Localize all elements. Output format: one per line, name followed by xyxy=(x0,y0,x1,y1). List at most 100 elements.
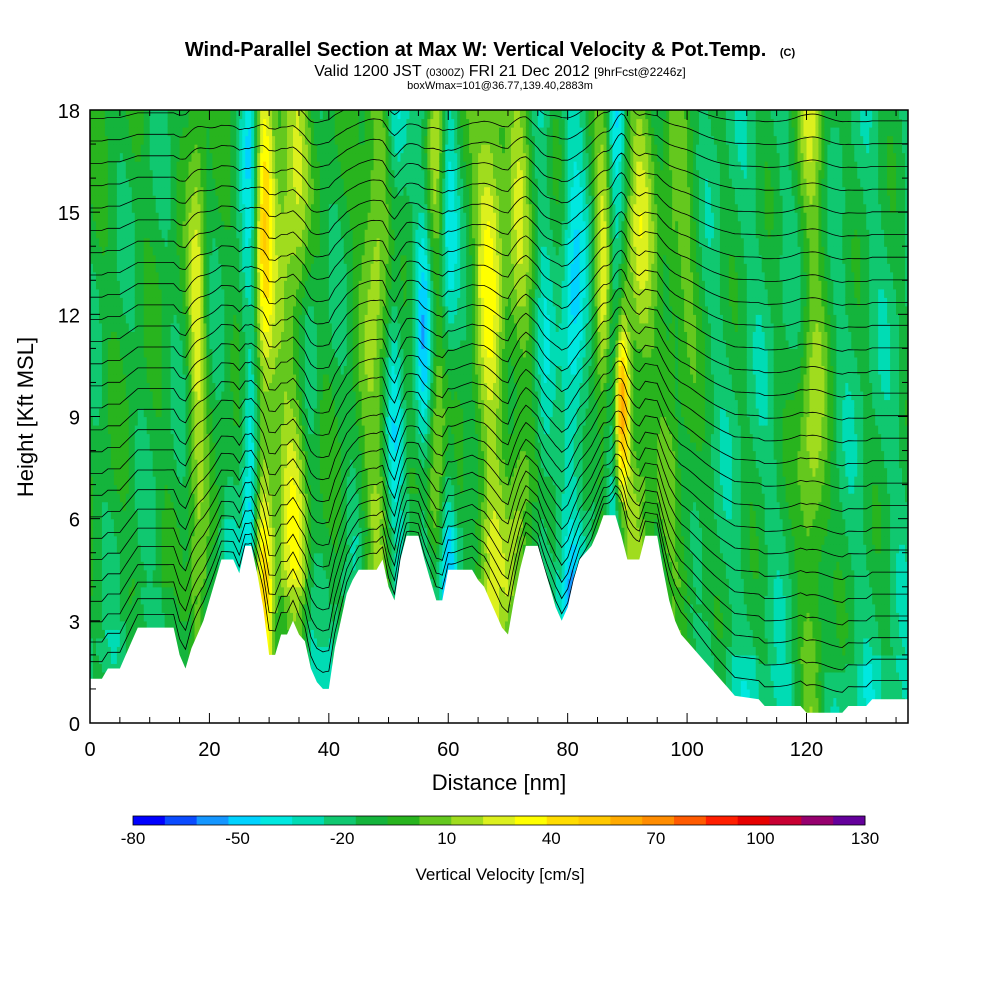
velocity-cell xyxy=(101,365,106,375)
velocity-cell xyxy=(215,527,219,537)
velocity-cell xyxy=(173,382,178,392)
velocity-cell xyxy=(236,390,240,401)
velocity-cell xyxy=(176,220,181,230)
velocity-cell xyxy=(206,280,211,290)
velocity-cell xyxy=(110,493,115,503)
velocity-cell xyxy=(173,595,178,605)
velocity-cell xyxy=(281,518,285,528)
velocity-cell xyxy=(104,263,109,273)
velocity-cell xyxy=(287,305,291,315)
velocity-cell xyxy=(155,305,160,315)
velocity-cell xyxy=(137,459,142,469)
velocity-cell xyxy=(167,127,172,137)
velocity-cell xyxy=(170,135,175,145)
velocity-cell xyxy=(95,297,100,307)
velocity-cell xyxy=(266,254,270,264)
velocity-cell xyxy=(191,629,196,639)
velocity-cell xyxy=(128,271,133,281)
velocity-cell xyxy=(176,195,181,205)
velocity-cell xyxy=(116,620,121,630)
velocity-cell xyxy=(206,169,211,179)
velocity-cell xyxy=(275,373,279,384)
velocity-cell xyxy=(107,620,112,630)
velocity-cell xyxy=(278,416,282,426)
velocity-cell xyxy=(164,110,169,120)
velocity-cell xyxy=(143,612,148,622)
velocity-cell xyxy=(101,331,106,341)
velocity-cell xyxy=(128,373,133,384)
velocity-cell xyxy=(275,450,279,460)
velocity-cell xyxy=(227,518,231,528)
velocity-cell xyxy=(194,552,199,562)
velocity-cell xyxy=(110,297,115,307)
velocity-cell xyxy=(272,612,276,622)
velocity-cell xyxy=(215,476,219,486)
velocity-cell xyxy=(269,544,273,554)
velocity-cell xyxy=(164,416,169,426)
velocity-cell xyxy=(212,110,216,120)
velocity-cell xyxy=(116,220,121,230)
velocity-cell xyxy=(110,339,115,349)
velocity-cell xyxy=(170,195,175,205)
velocity-cell xyxy=(90,586,94,596)
velocity-cell xyxy=(90,518,94,528)
velocity-cell xyxy=(113,518,118,528)
velocity-cell xyxy=(90,484,94,494)
velocity-cell xyxy=(260,305,264,315)
velocity-cell xyxy=(107,237,112,247)
velocity-cell xyxy=(113,161,118,171)
velocity-cell xyxy=(143,152,148,162)
velocity-cell xyxy=(119,161,124,171)
velocity-cell xyxy=(287,237,291,247)
velocity-cell xyxy=(236,450,240,460)
velocity-cell xyxy=(260,246,264,256)
velocity-cell xyxy=(287,484,291,494)
velocity-cell xyxy=(266,212,270,222)
velocity-cell xyxy=(245,110,249,120)
velocity-cell xyxy=(137,220,142,230)
velocity-cell xyxy=(128,229,133,239)
velocity-cell xyxy=(92,407,97,418)
velocity-cell xyxy=(215,118,219,128)
velocity-cell xyxy=(197,288,202,298)
velocity-cell xyxy=(158,399,163,409)
velocity-cell xyxy=(284,407,288,418)
velocity-cell xyxy=(227,254,231,264)
velocity-cell xyxy=(119,407,124,418)
velocity-cell xyxy=(101,339,106,349)
velocity-cell xyxy=(275,305,279,315)
velocity-cell xyxy=(224,135,228,145)
velocity-cell xyxy=(254,407,258,418)
velocity-cell xyxy=(95,450,100,460)
velocity-cell xyxy=(218,425,222,435)
velocity-cell xyxy=(164,552,169,562)
velocity-cell xyxy=(122,246,127,256)
velocity-cell xyxy=(284,484,288,494)
velocity-cell xyxy=(122,552,127,562)
velocity-cell xyxy=(173,450,178,460)
velocity-cell xyxy=(146,178,151,188)
velocity-cell xyxy=(185,586,190,596)
velocity-cell xyxy=(128,314,133,324)
velocity-cell xyxy=(191,212,196,222)
velocity-cell xyxy=(203,288,208,298)
velocity-cell xyxy=(122,467,127,477)
velocity-cell xyxy=(200,127,205,137)
velocity-cell xyxy=(185,229,190,239)
velocity-cell xyxy=(161,229,166,239)
velocity-cell xyxy=(209,484,214,494)
velocity-cell xyxy=(119,254,124,264)
velocity-cell xyxy=(284,195,288,205)
velocity-cell xyxy=(248,314,252,324)
velocity-cell xyxy=(200,569,205,579)
velocity-cell xyxy=(152,203,157,213)
velocity-cell xyxy=(128,450,133,460)
velocity-cell xyxy=(200,484,205,494)
velocity-cell xyxy=(266,450,270,460)
velocity-cell xyxy=(95,169,100,179)
velocity-cell xyxy=(248,127,252,137)
velocity-cell xyxy=(242,229,246,239)
velocity-cell xyxy=(284,314,288,324)
velocity-cell xyxy=(257,271,261,281)
velocity-cell xyxy=(179,425,184,435)
